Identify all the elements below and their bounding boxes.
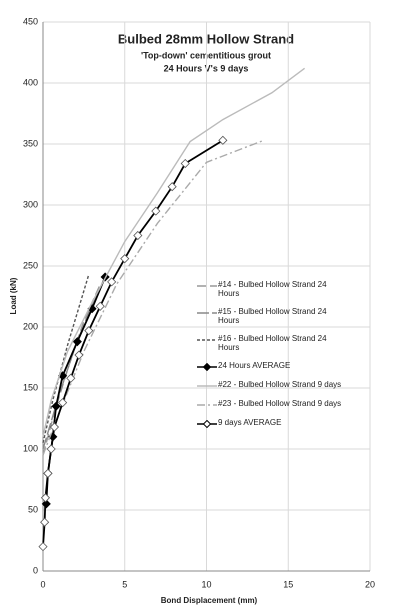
legend-swatch [197,312,217,314]
legend-swatch [197,420,217,428]
series-line [42,296,96,450]
series-line [42,139,264,456]
x-tick-label: 0 [40,579,45,589]
point-marker [167,182,177,192]
point-marker [40,517,50,527]
legend-item: #22 - Bulbed Hollow Strand 9 days [196,380,346,390]
y-axis-label: Load (kN) [9,277,18,314]
point-marker [84,326,94,336]
legend-swatch [197,363,217,371]
x-axis-label: Bond Displacement (mm) [161,596,258,605]
y-tick-label: 100 [23,443,38,453]
point-marker [40,493,51,503]
legend-label: #14 - Bulbed Hollow Strand 24 Hours [218,280,327,298]
point-marker [41,499,51,509]
y-tick-label: 200 [23,321,38,331]
point-marker [51,401,61,411]
y-tick-label: 350 [23,138,38,148]
legend: #14 - Bulbed Hollow Strand 24 Hours #15 -… [196,280,346,437]
legend-label: #16 - Bulbed Hollow Strand 24 Hours [218,334,327,352]
point-marker [133,230,143,241]
x-tick-label: 10 [201,579,211,589]
series-line [42,274,90,444]
point-marker [72,337,82,347]
legend-item: #15 - Bulbed Hollow Strand 24 Hours [196,307,346,325]
legend-item: #16 - Bulbed Hollow Strand 24 Hours [196,334,346,352]
point-marker [58,398,68,408]
y-tick-label: 300 [23,199,38,209]
point-marker [218,135,228,145]
point-marker [38,542,48,552]
legend-label: #15 - Bulbed Hollow Strand 24 Hours [218,307,327,325]
point-marker [95,301,105,311]
x-tick-label: 5 [122,579,127,589]
point-marker [43,468,53,478]
legend-swatch [197,404,217,406]
y-tick-label: 50 [28,504,38,514]
y-tick-label: 400 [23,77,38,87]
legend-item: 24 Hours AVERAGE [196,361,346,371]
legend-label: #23 - Bulbed Hollow Strand 9 days [218,399,342,408]
point-marker [66,373,76,383]
y-tick-label: 0 [33,565,38,575]
legend-swatch [197,339,217,341]
point-marker [74,350,84,360]
point-marker [49,422,60,432]
point-marker [180,158,190,169]
x-tick-label: 20 [365,579,375,589]
legend-marker [202,363,212,371]
legend-swatch [197,285,217,287]
legend-swatch [197,385,217,387]
x-tick-label: 15 [283,579,293,589]
y-tick-label: 150 [23,382,38,392]
legend-label: 9 days AVERAGE [218,418,282,427]
legend-item: #23 - Bulbed Hollow Strand 9 days [196,399,346,409]
legend-marker [202,420,212,428]
point-marker [107,277,117,287]
point-marker [120,254,130,264]
y-tick-label: 450 [23,16,38,26]
legend-item: 9 days AVERAGE [196,418,346,428]
legend-item: #14 - Bulbed Hollow Strand 24 Hours [196,280,346,298]
point-marker [46,444,56,454]
point-marker [151,206,161,216]
y-tick-label: 250 [23,260,38,270]
legend-label: 24 Hours AVERAGE [218,361,291,370]
legend-label: #22 - Bulbed Hollow Strand 9 days [218,380,342,389]
series-line [42,67,306,437]
